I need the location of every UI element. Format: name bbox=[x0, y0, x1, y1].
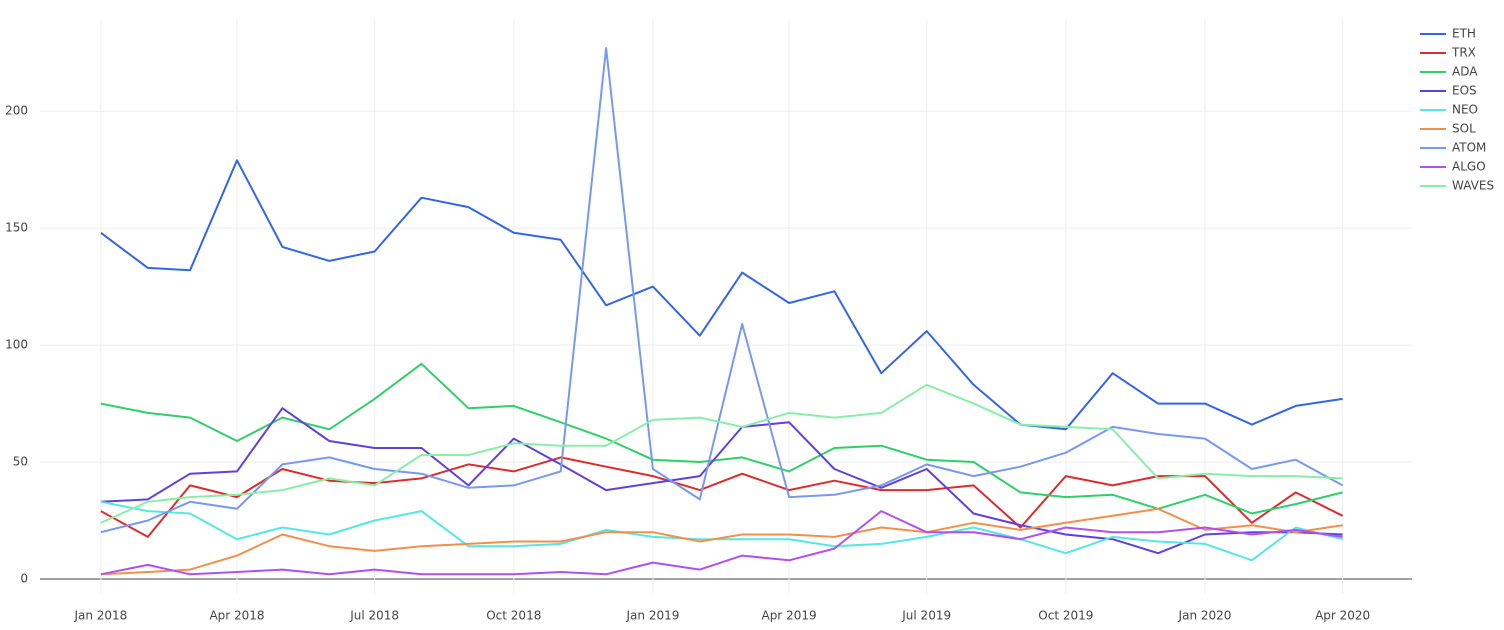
legend-label: NEO bbox=[1452, 103, 1478, 117]
x-tick-label: Apr 2020 bbox=[1315, 609, 1370, 623]
legend-label: SOL bbox=[1452, 122, 1476, 136]
y-tick-label: 50 bbox=[13, 455, 28, 469]
y-tick-label: 200 bbox=[5, 104, 28, 118]
y-tick-label: 150 bbox=[5, 221, 28, 235]
x-tick-label: Jul 2019 bbox=[901, 609, 951, 623]
y-tick-label: 100 bbox=[5, 338, 28, 352]
line-series bbox=[100, 362, 1343, 515]
line-series bbox=[100, 159, 1343, 431]
legend-label: WAVES bbox=[1452, 179, 1494, 193]
x-tick-label: Oct 2019 bbox=[1038, 609, 1093, 623]
legend-label: EOS bbox=[1452, 84, 1477, 98]
legend-label: ATOM bbox=[1452, 141, 1486, 155]
line-series bbox=[100, 456, 1344, 538]
x-tick-label: Oct 2018 bbox=[486, 609, 541, 623]
x-tick-label: Apr 2018 bbox=[209, 609, 264, 623]
legend-label: ALGO bbox=[1452, 160, 1486, 174]
y-tick-label: 0 bbox=[20, 571, 28, 585]
x-tick-label: Jan 2019 bbox=[626, 609, 680, 623]
line-series bbox=[100, 510, 1343, 576]
line-series bbox=[100, 383, 1343, 524]
legend-label: ETH bbox=[1452, 27, 1476, 41]
line-series bbox=[100, 507, 1343, 576]
x-tick-label: Jan 2020 bbox=[1178, 609, 1232, 623]
x-tick-label: Apr 2019 bbox=[761, 609, 816, 623]
grid bbox=[40, 20, 1412, 593]
line-series bbox=[100, 500, 1343, 562]
x-tick-label: Jan 2018 bbox=[73, 609, 127, 623]
legend-label: ADA bbox=[1452, 65, 1478, 79]
line-series bbox=[100, 47, 1344, 534]
x-tick-label: Jul 2018 bbox=[349, 609, 399, 623]
legend-label: TRX bbox=[1451, 46, 1476, 60]
line-series bbox=[100, 407, 1343, 555]
legend: ETH TRX ADA EOS NEO SOL ATOM ALGO WAVES bbox=[1420, 27, 1494, 193]
